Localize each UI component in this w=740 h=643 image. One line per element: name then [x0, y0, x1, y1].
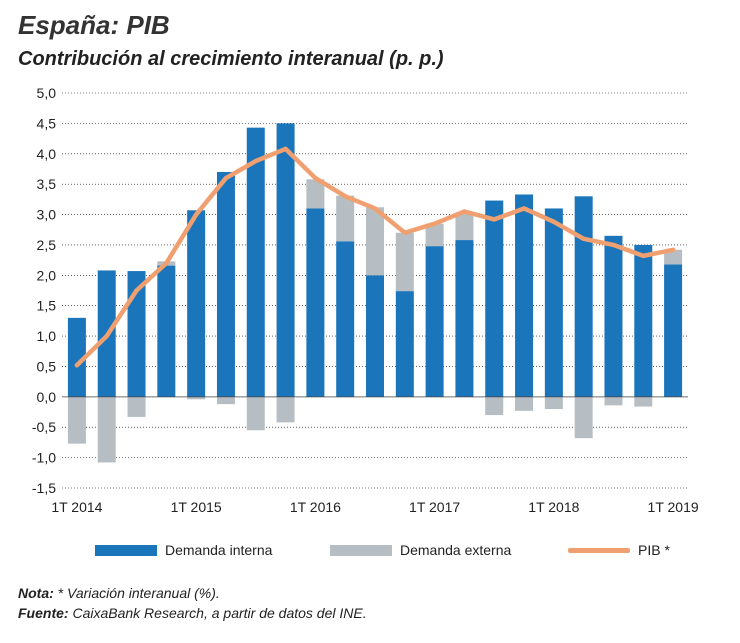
bar-demanda-externa	[187, 396, 206, 400]
legend-label-demanda-externa: Demanda externa	[400, 542, 512, 558]
bar-demanda-externa	[276, 396, 295, 423]
y-tick-label: -1,0	[32, 450, 56, 466]
y-tick-label: 4,5	[37, 115, 57, 131]
point-pib	[253, 158, 258, 164]
point-pib	[611, 242, 616, 248]
y-tick-label: 0,0	[37, 389, 57, 405]
bar-demanda-interna	[604, 235, 623, 397]
legend-swatch-pib	[568, 547, 630, 553]
bar-demanda-interna	[366, 275, 384, 397]
point-pib	[372, 206, 378, 211]
bar-demanda-externa	[67, 396, 86, 444]
y-tick-label: 1,5	[37, 298, 57, 314]
bar-demanda-interna	[574, 196, 593, 397]
bar-demanda-interna	[544, 208, 563, 397]
point-pib	[223, 175, 229, 181]
y-tick-label: 3,0	[37, 207, 57, 223]
bar-demanda-interna	[425, 246, 444, 397]
bar-demanda-interna	[127, 271, 146, 397]
legend-label-pib: PIB *	[638, 542, 670, 558]
point-pib	[193, 212, 199, 217]
y-tick-label: 2,0	[37, 267, 57, 283]
bar-demanda-interna	[67, 317, 86, 397]
point-pib	[641, 253, 646, 259]
y-tick-label: 4,0	[37, 146, 57, 162]
bar-demanda-externa	[306, 179, 325, 209]
x-tick-label: 1T 2015	[171, 499, 222, 515]
bar-demanda-interna	[634, 244, 653, 397]
bar-demanda-externa	[246, 396, 265, 431]
bar-demanda-interna	[395, 291, 414, 397]
point-pib	[342, 194, 348, 199]
x-tick-label: 1T 2018	[528, 499, 579, 515]
chart-subtitle: Contribución al crecimiento interanual (…	[18, 48, 444, 70]
footnote-label: Nota:	[18, 585, 54, 601]
bar-demanda-externa	[604, 396, 623, 406]
bar-demanda-externa	[574, 396, 593, 439]
legend-swatch-demanda-interna	[95, 544, 157, 556]
footnote: Nota: * Variación interanual (%).	[18, 585, 220, 601]
y-tick-label: 3,5	[37, 176, 57, 192]
bar-demanda-externa	[395, 232, 414, 292]
point-pib	[581, 236, 586, 242]
point-pib	[104, 333, 109, 339]
x-tick-label: 1T 2019	[648, 499, 699, 515]
bar-demanda-externa	[336, 195, 355, 242]
x-tick-label: 1T 2016	[290, 499, 341, 515]
point-pib	[670, 247, 676, 252]
y-tick-label: 0,5	[37, 358, 57, 374]
y-tick-label: -1,5	[32, 480, 56, 496]
legend-demanda-interna: Demanda interna	[95, 540, 272, 560]
bar-demanda-interna	[455, 240, 474, 397]
y-tick-label: 1,0	[37, 328, 57, 344]
y-tick-label: 5,0	[37, 85, 57, 101]
chart-canvas: 5,0 4,5 4,0 3,5 3,0 2,5 2,0 1,5 1,0 0,5 0,0 -0,5 -1,…	[32, 85, 699, 515]
legend-label-demanda-interna: Demanda interna	[165, 542, 273, 558]
point-pib	[283, 146, 288, 152]
bar-demanda-externa	[485, 396, 504, 416]
point-pib	[551, 219, 557, 225]
bar-demanda-interna	[664, 264, 683, 397]
bar-demanda-interna	[306, 208, 325, 397]
chart-title: España: PIB	[18, 10, 170, 40]
bar-demanda-externa	[216, 396, 235, 405]
point-pib	[462, 209, 467, 214]
source: Fuente: CaixaBank Research, a partir de …	[18, 605, 367, 621]
bar-demanda-interna	[485, 200, 504, 397]
bar-demanda-interna	[246, 127, 265, 397]
point-pib	[164, 260, 169, 266]
y-tick-label: 2,5	[37, 237, 57, 253]
x-tick-label: 1T 2014	[51, 499, 102, 515]
point-pib	[432, 221, 437, 226]
bar-demanda-externa	[664, 249, 683, 265]
point-pib	[492, 217, 497, 222]
point-pib	[521, 206, 527, 211]
point-pib	[402, 230, 408, 235]
footnote-text: * Variación interanual (%).	[53, 585, 220, 601]
legend-pib: PIB *	[568, 540, 670, 560]
bar-demanda-interna	[336, 241, 355, 397]
legend-demanda-externa: Demanda externa	[330, 540, 511, 560]
point-pib	[313, 175, 318, 181]
bar-demanda-externa	[544, 396, 563, 409]
bar-demanda-externa	[425, 223, 444, 247]
bar-demanda-interna	[216, 172, 235, 397]
bar-demanda-externa	[97, 396, 116, 463]
bar-demanda-externa	[366, 207, 384, 276]
y-tick-label: -0,5	[32, 419, 56, 435]
legend-swatch-demanda-externa	[330, 544, 392, 556]
bar-demanda-interna	[276, 123, 295, 397]
source-label: Fuente:	[18, 605, 69, 621]
bar-demanda-externa	[634, 396, 653, 407]
point-pib	[74, 363, 80, 368]
point-pib	[134, 288, 139, 293]
x-tick-label: 1T 2017	[409, 499, 460, 515]
bar-demanda-externa	[127, 396, 146, 417]
source-text: CaixaBank Research, a partir de datos de…	[68, 605, 367, 621]
bar-demanda-interna	[157, 265, 176, 397]
bar-demanda-interna	[187, 210, 206, 397]
bar-demanda-externa	[515, 396, 534, 411]
bar-demanda-externa	[455, 212, 474, 241]
bar-demanda-interna	[515, 194, 534, 397]
